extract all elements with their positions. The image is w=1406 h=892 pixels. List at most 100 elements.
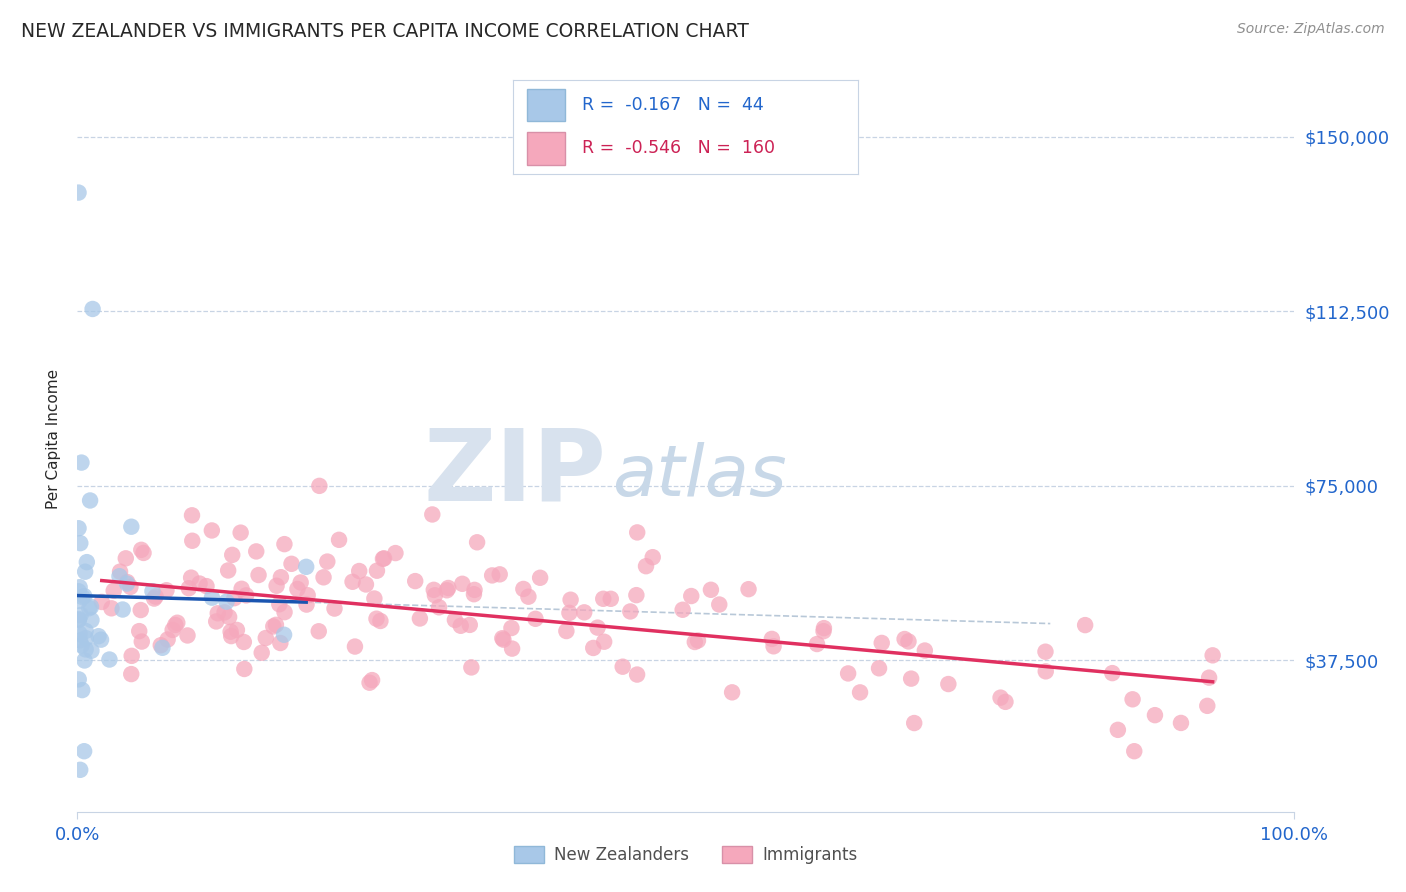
Point [612, 659, 634, 673]
Point [273, 537, 295, 551]
Point [152, 640, 174, 655]
Point [903, 716, 925, 731]
Point [141, 584, 163, 599]
Point [233, 662, 256, 676]
Point [273, 628, 295, 642]
Point [77, 601, 100, 615]
Point [226, 623, 249, 637]
Point [80, 643, 103, 657]
Point [67, 673, 90, 687]
Point [108, 569, 131, 583]
Point [121, 648, 143, 663]
Point [994, 695, 1017, 709]
Point [316, 555, 339, 569]
Point [465, 535, 488, 549]
Point [870, 636, 893, 650]
Point [195, 579, 218, 593]
Point [512, 582, 534, 596]
Point [634, 559, 657, 574]
Point [67, 521, 90, 535]
Point [108, 565, 131, 579]
Point [180, 571, 202, 585]
Point [143, 591, 166, 606]
Point [1074, 618, 1097, 632]
Point [269, 636, 291, 650]
Point [444, 613, 467, 627]
Point [582, 640, 605, 655]
Point [686, 633, 709, 648]
Point [761, 632, 783, 646]
Point [177, 581, 200, 595]
Legend: New Zealanders, Immigrants: New Zealanders, Immigrants [508, 838, 863, 871]
Point [297, 588, 319, 602]
Point [681, 589, 703, 603]
Point [481, 568, 503, 582]
Point [423, 588, 446, 602]
Point [201, 524, 224, 538]
Point [363, 591, 385, 606]
Y-axis label: Per Capita Income: Per Capita Income [45, 369, 60, 509]
Point [328, 533, 350, 547]
Point [270, 570, 292, 584]
Point [501, 621, 523, 635]
Point [626, 667, 648, 681]
Point [67, 584, 90, 599]
Point [232, 635, 254, 649]
Point [599, 591, 621, 606]
Point [359, 675, 381, 690]
Point [245, 544, 267, 558]
Point [266, 579, 288, 593]
Point [436, 583, 458, 598]
Point [217, 564, 239, 578]
Point [354, 577, 377, 591]
Point [156, 632, 179, 647]
Point [218, 610, 240, 624]
Point [215, 595, 238, 609]
Point [69, 580, 91, 594]
FancyBboxPatch shape [527, 132, 565, 164]
Point [893, 632, 915, 646]
Text: R =  -0.167   N =  44: R = -0.167 N = 44 [582, 95, 763, 113]
Point [132, 546, 155, 560]
Point [488, 567, 510, 582]
Point [165, 618, 187, 632]
Point [458, 618, 481, 632]
Point [555, 624, 578, 638]
Point [343, 640, 366, 654]
Point [806, 637, 828, 651]
Point [460, 660, 482, 674]
Point [231, 582, 253, 596]
Point [619, 604, 641, 618]
Point [128, 624, 150, 639]
Point [115, 576, 138, 591]
Point [115, 575, 138, 590]
Point [420, 508, 443, 522]
Point [1198, 671, 1220, 685]
Point [188, 576, 211, 591]
Point [155, 583, 177, 598]
Point [492, 632, 515, 647]
Point [264, 617, 287, 632]
Point [73, 744, 96, 758]
Text: ZIP: ZIP [423, 425, 606, 521]
Point [90, 632, 112, 647]
Point [80, 599, 103, 614]
Point [75, 565, 97, 579]
Point [75, 624, 97, 638]
Point [308, 479, 330, 493]
Point [75, 631, 97, 645]
Point [207, 607, 229, 621]
Point [361, 673, 384, 687]
Point [384, 546, 406, 560]
Point [370, 614, 392, 628]
Point [558, 606, 581, 620]
Point [626, 525, 648, 540]
Point [721, 685, 744, 699]
Point [1035, 665, 1057, 679]
Point [737, 582, 759, 597]
Point [67, 613, 90, 627]
Point [641, 550, 664, 565]
Point [176, 628, 198, 642]
Point [463, 582, 485, 597]
Point [427, 600, 450, 615]
